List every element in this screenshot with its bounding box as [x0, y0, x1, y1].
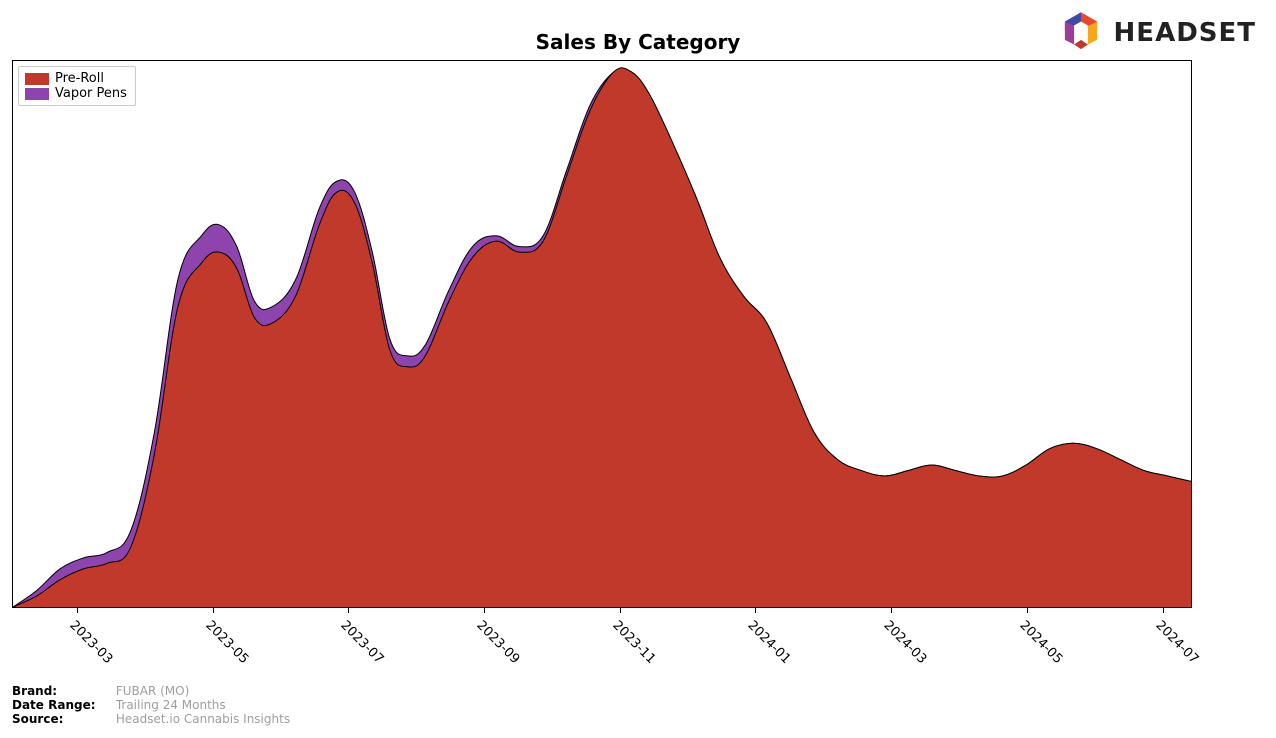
x-tick-mark — [77, 608, 78, 613]
x-tick-mark — [620, 608, 621, 613]
x-tick-label: 2023-09 — [473, 618, 522, 667]
chart-footer: Brand: FUBAR (MO) Date Range: Trailing 2… — [12, 684, 290, 726]
figure: HEADSET Sales By Category Pre-Roll Vapor… — [0, 0, 1276, 738]
area-series-pre-roll — [13, 68, 1191, 607]
x-tick-mark — [1027, 608, 1028, 613]
footer-row: Source: Headset.io Cannabis Insights — [12, 712, 290, 726]
footer-key: Date Range: — [12, 698, 112, 712]
x-tick-label: 2023-11 — [609, 618, 658, 667]
x-tick-label: 2024-05 — [1016, 618, 1065, 667]
x-tick-label: 2023-05 — [202, 618, 251, 667]
x-tick-mark — [348, 608, 349, 613]
plot-area: Pre-Roll Vapor Pens — [12, 60, 1192, 608]
x-tick-mark — [213, 608, 214, 613]
legend-label: Vapor Pens — [55, 86, 127, 101]
x-tick-label: 2024-07 — [1152, 618, 1201, 667]
legend-swatch — [25, 73, 49, 85]
x-tick-label: 2024-03 — [880, 618, 929, 667]
legend: Pre-Roll Vapor Pens — [18, 66, 136, 106]
footer-key: Source: — [12, 712, 112, 726]
footer-value: Trailing 24 Months — [116, 698, 226, 712]
x-tick-label: 2023-07 — [338, 618, 387, 667]
footer-row: Date Range: Trailing 24 Months — [12, 698, 290, 712]
x-tick-mark — [755, 608, 756, 613]
footer-key: Brand: — [12, 684, 112, 698]
footer-row: Brand: FUBAR (MO) — [12, 684, 290, 698]
legend-item: Pre-Roll — [25, 71, 127, 86]
chart-title: Sales By Category — [0, 30, 1276, 54]
legend-label: Pre-Roll — [55, 71, 104, 86]
x-tick-mark — [1163, 608, 1164, 613]
legend-swatch — [25, 88, 49, 100]
x-tick-mark — [484, 608, 485, 613]
footer-value: FUBAR (MO) — [116, 684, 189, 698]
x-tick-label: 2024-01 — [745, 618, 794, 667]
x-tick-label: 2023-03 — [66, 618, 115, 667]
footer-value: Headset.io Cannabis Insights — [116, 712, 290, 726]
legend-item: Vapor Pens — [25, 86, 127, 101]
x-tick-mark — [891, 608, 892, 613]
area-chart-svg — [13, 61, 1191, 607]
